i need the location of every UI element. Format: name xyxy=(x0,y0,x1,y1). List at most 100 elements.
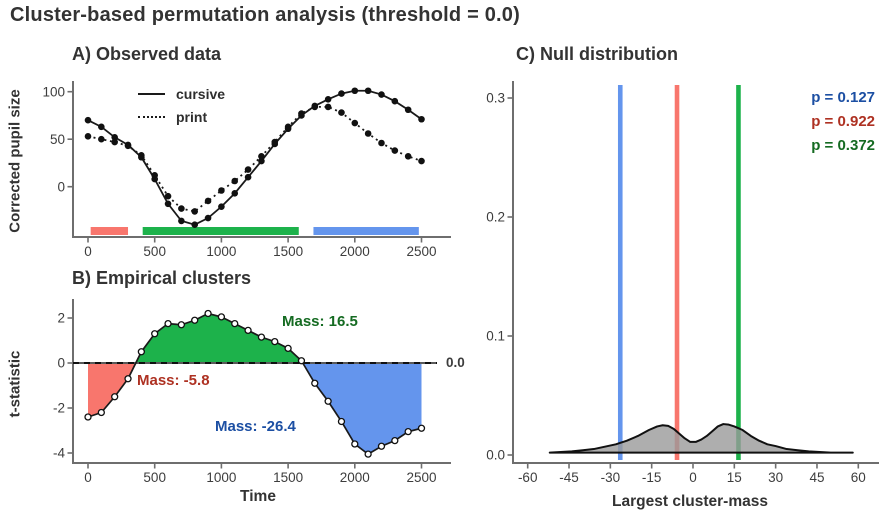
mass-label-green: Mass: 16.5 xyxy=(282,313,358,330)
figure-title: Cluster-based permutation analysis (thre… xyxy=(10,4,520,26)
marker-print xyxy=(311,103,319,111)
marker-print xyxy=(351,119,359,127)
marker-print xyxy=(84,133,92,140)
svg-text:30: 30 xyxy=(768,470,783,485)
marker-cursive xyxy=(338,90,345,97)
legend: cursive print xyxy=(138,82,225,128)
svg-text:2500: 2500 xyxy=(406,470,436,485)
cluster-fill-green xyxy=(135,313,303,363)
marker-cursive xyxy=(378,91,385,98)
t-statistic-marker xyxy=(391,436,399,445)
t-statistic-marker xyxy=(337,417,346,426)
svg-text:-15: -15 xyxy=(642,470,662,485)
marker-print xyxy=(178,205,185,212)
p-value-box: p = 0.127 p = 0.922 p = 0.372 xyxy=(775,86,875,158)
marker-print xyxy=(404,153,412,160)
svg-text:1000: 1000 xyxy=(206,244,236,259)
marker-print xyxy=(151,172,158,179)
legend-label-print: print xyxy=(176,108,208,125)
panel-a-title: A) Observed data xyxy=(72,44,222,64)
t-statistic-marker xyxy=(351,440,359,448)
svg-text:500: 500 xyxy=(143,470,166,485)
svg-text:500: 500 xyxy=(143,244,166,259)
svg-text:1500: 1500 xyxy=(273,470,303,485)
p-value-red: p = 0.922 xyxy=(811,113,875,130)
marker-cursive xyxy=(84,116,92,124)
threshold-value-label: 0.0 xyxy=(446,355,465,370)
t-statistic-marker xyxy=(217,313,226,321)
svg-text:-45: -45 xyxy=(559,470,579,485)
t-statistic-marker xyxy=(271,337,279,346)
t-statistic-marker xyxy=(84,413,92,421)
marker-print xyxy=(231,177,239,185)
svg-text:-2: -2 xyxy=(53,401,65,416)
marker-print xyxy=(218,187,225,194)
t-statistic-marker xyxy=(417,424,426,432)
svg-text:0.3: 0.3 xyxy=(486,91,505,106)
marker-print xyxy=(271,138,279,146)
t-statistic-marker xyxy=(377,442,386,450)
svg-text:1500: 1500 xyxy=(273,244,303,259)
svg-text:15: 15 xyxy=(727,470,742,485)
svg-text:-60: -60 xyxy=(518,470,538,485)
p-value-green: p = 0.372 xyxy=(811,137,875,154)
marker-print xyxy=(338,109,345,116)
cluster-fill-blue xyxy=(302,363,422,455)
svg-text:0: 0 xyxy=(57,179,65,194)
t-statistic-marker xyxy=(404,427,412,436)
svg-text:0.1: 0.1 xyxy=(486,329,505,344)
marker-cursive xyxy=(418,115,425,123)
t-statistic-marker xyxy=(364,450,372,458)
marker-print xyxy=(284,123,292,131)
marker-cursive xyxy=(364,87,372,95)
marker-cursive xyxy=(391,97,399,105)
svg-text:2000: 2000 xyxy=(340,470,370,485)
svg-text:-30: -30 xyxy=(601,470,621,485)
legend-item-print: print xyxy=(138,105,225,128)
marker-cursive xyxy=(111,134,118,141)
t-statistic-marker xyxy=(111,393,119,401)
panel-c-x-axis-label: Largest cluster-mass xyxy=(612,493,768,510)
marker-print xyxy=(191,208,199,215)
svg-text:0.2: 0.2 xyxy=(486,210,505,225)
marker-print xyxy=(324,103,332,111)
t-statistic-marker xyxy=(297,357,306,365)
t-statistic-marker xyxy=(204,309,212,318)
marker-print xyxy=(378,139,385,147)
null-distribution-plot: 0.0 0.1 0.2 0.3 -60 -45 -30 -15 0 15 30 45 60 xyxy=(486,81,879,485)
svg-text:0: 0 xyxy=(689,470,697,485)
t-statistic-marker xyxy=(284,344,292,353)
marker-cursive xyxy=(178,217,185,225)
svg-text:50: 50 xyxy=(50,132,65,147)
marker-cursive xyxy=(191,221,199,228)
t-statistic-marker xyxy=(177,321,186,329)
svg-text:60: 60 xyxy=(851,470,866,485)
panel-c-title: C) Null distribution xyxy=(516,44,678,64)
marker-cursive xyxy=(204,214,212,222)
marker-print xyxy=(298,110,305,117)
svg-text:2500: 2500 xyxy=(406,244,436,259)
marker-print xyxy=(258,153,265,160)
marker-cursive xyxy=(218,203,225,210)
t-statistic-marker xyxy=(151,330,159,338)
cluster-bar-red xyxy=(90,227,129,235)
svg-text:1000: 1000 xyxy=(206,470,236,485)
marker-print xyxy=(111,138,118,146)
svg-text:0: 0 xyxy=(84,244,92,259)
marker-print xyxy=(244,166,252,173)
svg-text:45: 45 xyxy=(809,470,824,485)
empirical-clusters-plot: -4 -2 0 2 0 500 1000 1500 2000 2500 xyxy=(53,299,451,485)
svg-text:0: 0 xyxy=(57,356,65,371)
t-statistic-marker xyxy=(257,333,266,341)
marker-print xyxy=(391,147,399,154)
cluster-bar-blue xyxy=(313,227,419,235)
t-statistic-marker xyxy=(311,379,319,387)
t-statistic-marker xyxy=(244,326,252,335)
solid-line-sample-icon xyxy=(138,92,165,95)
t-statistic-marker xyxy=(97,408,105,417)
svg-text:100: 100 xyxy=(42,84,65,99)
svg-text:0: 0 xyxy=(84,470,92,485)
legend-item-cursive: cursive xyxy=(138,82,225,105)
dotted-line-sample-icon xyxy=(138,115,165,118)
